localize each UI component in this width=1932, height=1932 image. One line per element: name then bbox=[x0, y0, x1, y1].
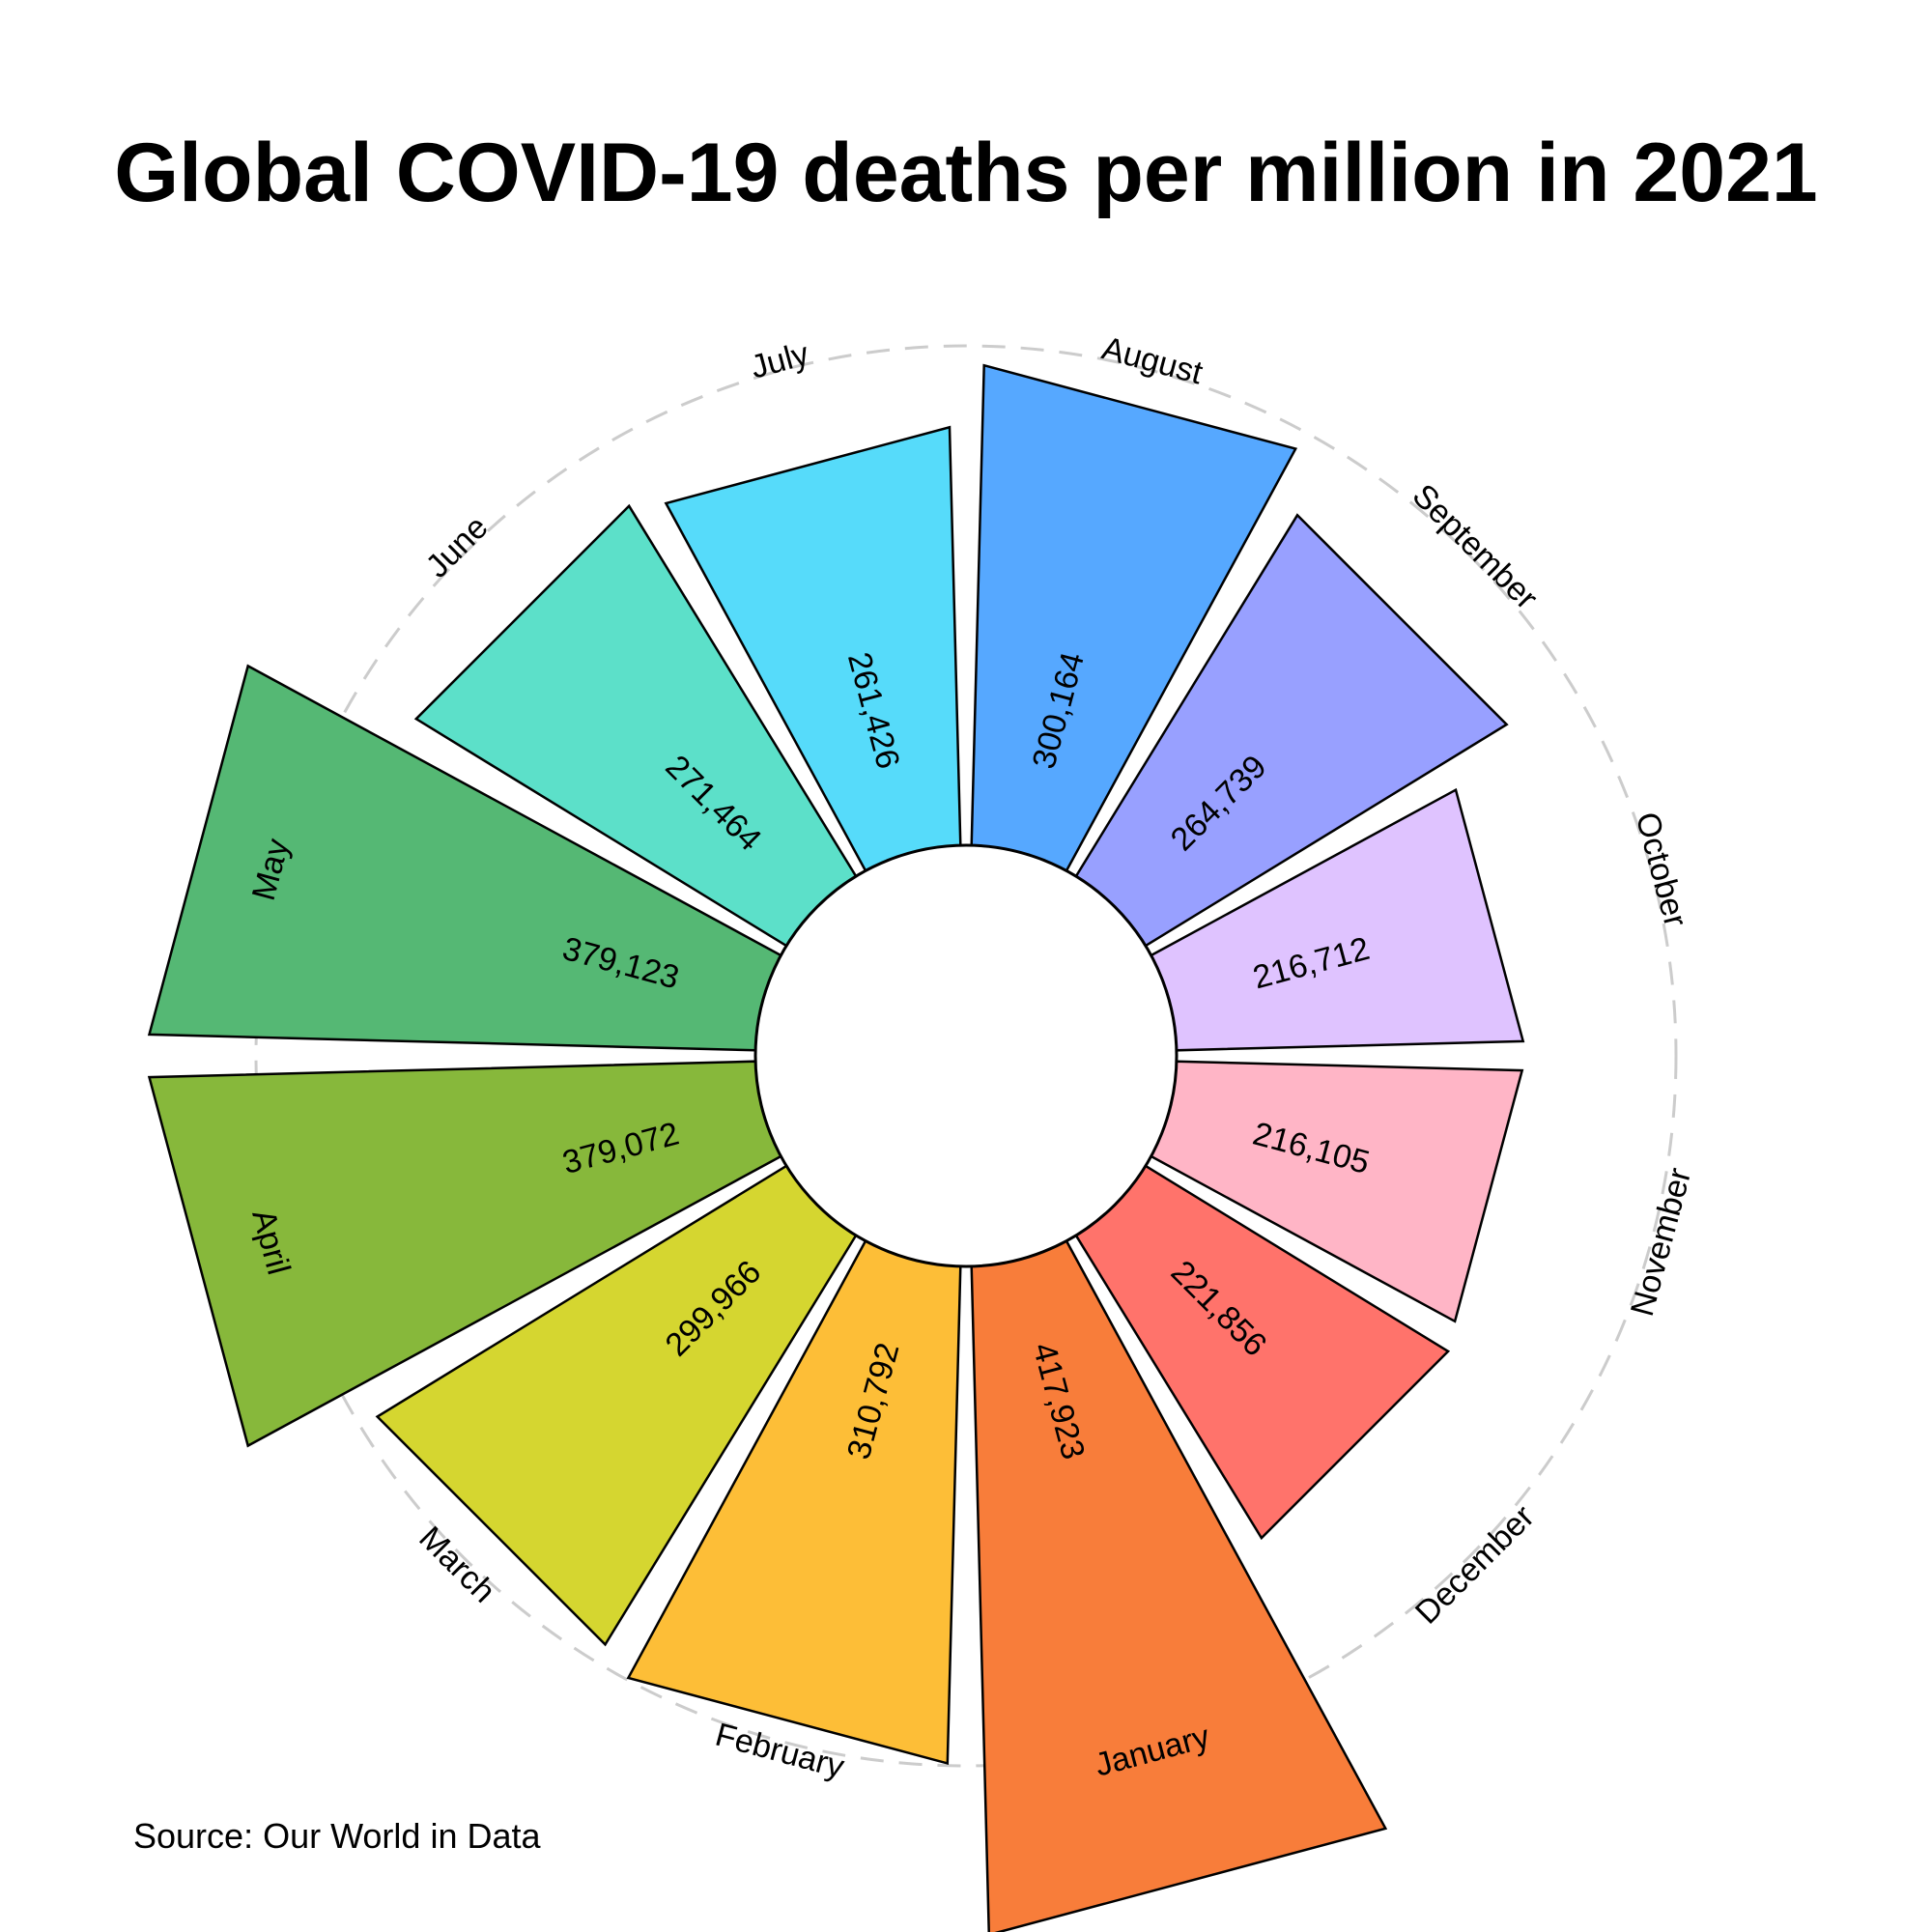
center-hole bbox=[753, 843, 1179, 1268]
chart-source: Source: Our World in Data bbox=[133, 1816, 541, 1856]
outer-grid-ring bbox=[254, 344, 1678, 1768]
chart-title: Global COVID-19 deaths per million in 20… bbox=[114, 127, 1818, 219]
month-label-november: November bbox=[1624, 1164, 1698, 1320]
month-label-july: July bbox=[747, 335, 812, 385]
month-label-december: December bbox=[1408, 1498, 1542, 1632]
month-label-september: September bbox=[1406, 477, 1545, 616]
month-label-october: October bbox=[1629, 809, 1694, 931]
month-label-august: August bbox=[1098, 329, 1208, 391]
month-label-june: June bbox=[419, 509, 496, 585]
month-label-march: March bbox=[412, 1520, 502, 1610]
bars-layer bbox=[147, 363, 1525, 1932]
